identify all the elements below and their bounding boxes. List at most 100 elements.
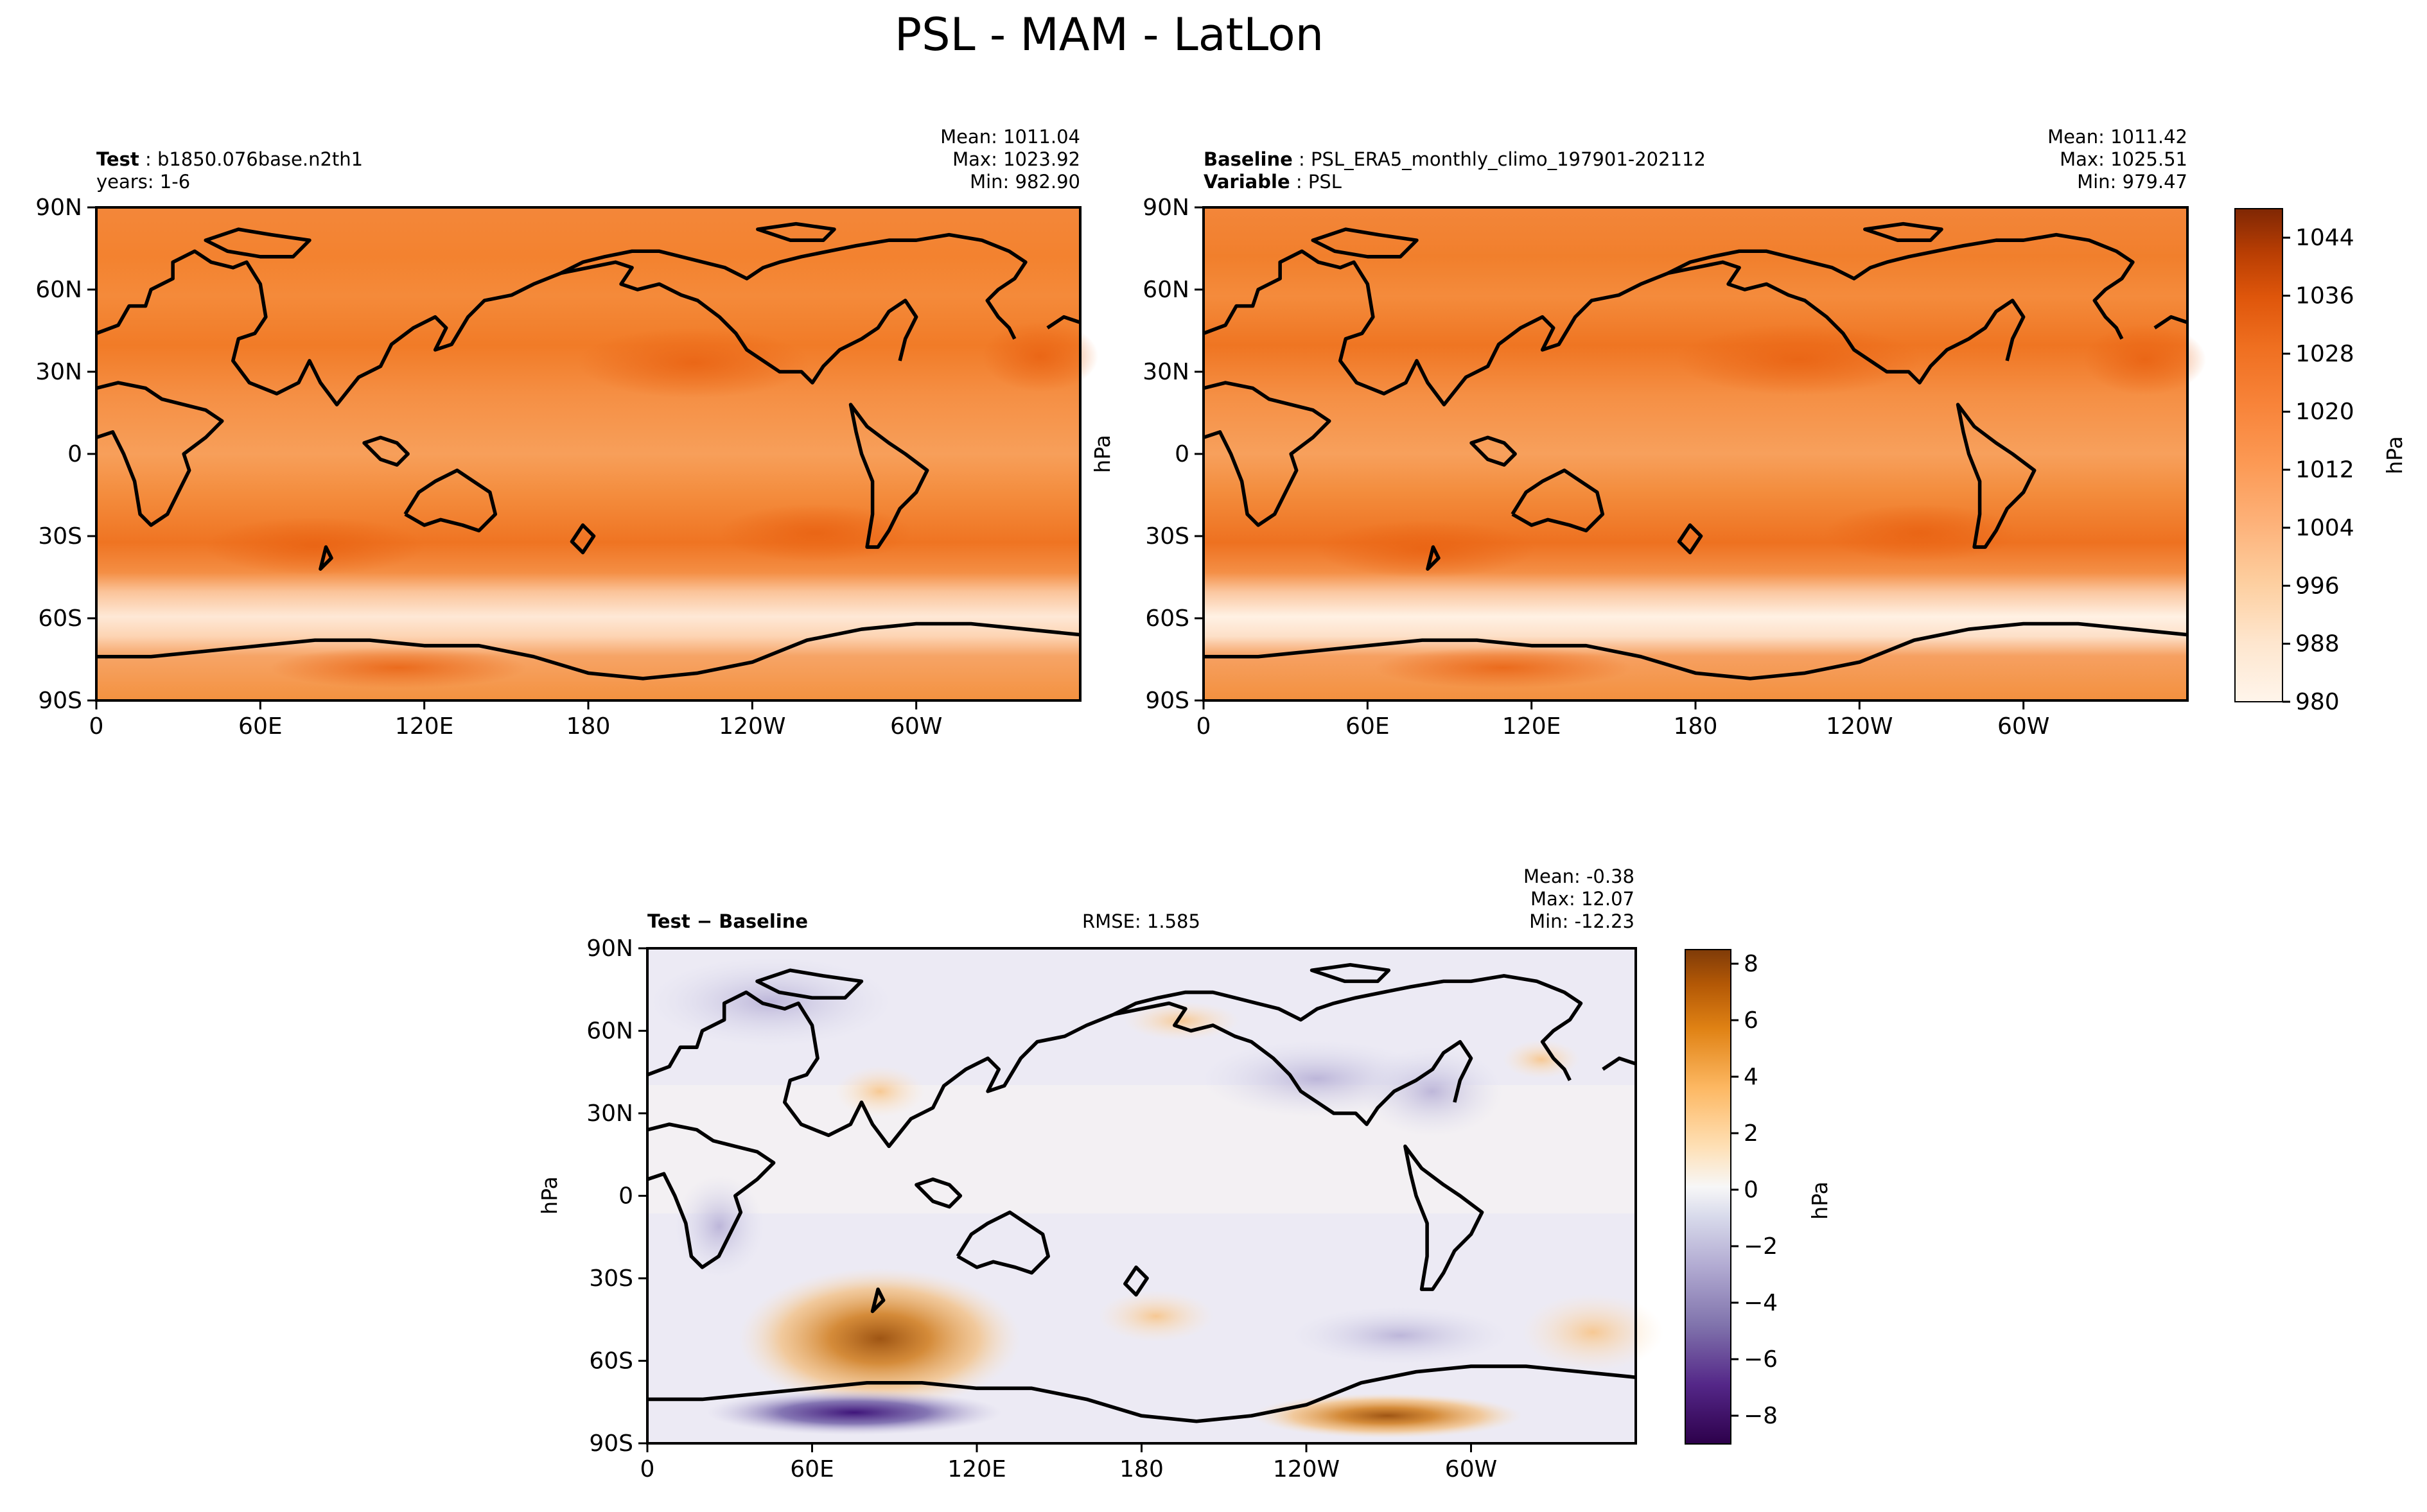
colorbar-tick-label: −4 bbox=[1744, 1290, 1778, 1316]
baseline-high-npac bbox=[1676, 324, 1920, 395]
baseline-field bbox=[1204, 207, 2187, 700]
lat-tick-label: 0 bbox=[618, 1183, 633, 1210]
diff-colorbar-fill bbox=[1685, 950, 1731, 1444]
test-high-sio bbox=[206, 517, 424, 575]
diff-warm-sio bbox=[739, 1268, 1021, 1409]
colorbar-tick-label: −2 bbox=[1744, 1233, 1778, 1260]
lat-tick-label: 90S bbox=[1145, 688, 1189, 714]
diff-purple-africa bbox=[674, 1175, 764, 1278]
difference-panel: Mean: -0.38 Max: 12.07 Min: -12.23 Test … bbox=[537, 865, 1832, 1482]
lat-tick-label: 90N bbox=[35, 195, 82, 221]
test-high-spac bbox=[719, 504, 912, 562]
colorbar-tick-label: 0 bbox=[1744, 1177, 1758, 1203]
diff-warm-npac bbox=[1124, 1002, 1240, 1040]
test-label-case: b1850.076base.n2th1 bbox=[157, 148, 363, 170]
colorbar-tick-label: 996 bbox=[2295, 573, 2340, 599]
baseline-map bbox=[1202, 206, 2206, 702]
diff-purple-nam bbox=[1362, 1047, 1503, 1136]
lon-tick-label: 120W bbox=[1826, 713, 1893, 740]
diff-colorbar-label: hPa bbox=[1807, 1181, 1832, 1220]
baseline-high-spac bbox=[1824, 504, 2017, 562]
baseline-variable-bold: Variable bbox=[1204, 171, 1290, 193]
lon-tick-label: 60E bbox=[1345, 713, 1390, 740]
test-stat-mean: Mean: 1011.04 bbox=[940, 126, 1080, 148]
test-panel: Mean: 1011.04 Max: 1023.92 Min: 982.90 T… bbox=[35, 126, 1115, 740]
baseline-high-ant bbox=[1374, 647, 1631, 688]
lat-tick-label: 90S bbox=[38, 688, 82, 714]
diff-warm-satl bbox=[1522, 1294, 1663, 1371]
lon-tick-label: 180 bbox=[1674, 713, 1718, 740]
lon-tick-label: 120E bbox=[1502, 713, 1561, 740]
lon-tick-label: 60W bbox=[890, 713, 942, 740]
lon-tick-label: 180 bbox=[566, 713, 611, 740]
diff-deep-purple-antarctic bbox=[706, 1390, 1002, 1435]
lat-tick-label: 0 bbox=[1175, 441, 1189, 467]
lat-tick-label: 90N bbox=[1143, 195, 1189, 221]
diff-stat-max: Max: 12.07 bbox=[1530, 888, 1634, 910]
baseline-colorbar-label: hPa bbox=[2382, 436, 2407, 474]
baseline-colorbar-frame bbox=[2234, 208, 2283, 702]
baseline-lat-axis: 90N 60N 30N 0 30S 60S 90S bbox=[1143, 195, 1204, 714]
test-field bbox=[96, 207, 1080, 700]
colorbar-tick-label: 1012 bbox=[2295, 457, 2354, 483]
lon-tick-label: 0 bbox=[640, 1456, 655, 1482]
diff-warm-natl bbox=[1503, 1040, 1580, 1079]
difference-map bbox=[646, 947, 1663, 1445]
diff-lon-axis: 0 60E 120E 180 120W 60W bbox=[640, 1443, 1497, 1482]
colorbar-tick-label: 8 bbox=[1744, 951, 1758, 977]
lon-tick-label: 0 bbox=[1196, 713, 1211, 740]
lat-tick-label: 30N bbox=[35, 359, 82, 385]
lon-tick-label: 60E bbox=[790, 1456, 834, 1482]
baseline-variable-name: PSL bbox=[1308, 171, 1342, 193]
lat-tick-label: 60S bbox=[38, 605, 82, 632]
colorbar-tick-label: 1036 bbox=[2295, 283, 2354, 309]
colorbar-tick-label: 1020 bbox=[2295, 399, 2354, 425]
colorbar-tick-label: 988 bbox=[2295, 631, 2340, 657]
diff-colorbar-frame bbox=[1685, 949, 1731, 1445]
lat-tick-label: 90S bbox=[589, 1430, 633, 1457]
lat-tick-label: 60N bbox=[586, 1018, 633, 1045]
baseline-stat-max: Max: 1025.51 bbox=[2060, 148, 2187, 170]
lon-tick-label: 60W bbox=[1445, 1456, 1497, 1482]
colorbar-tick-label: 980 bbox=[2295, 689, 2340, 715]
colorbar-tick-label: 1028 bbox=[2295, 341, 2354, 367]
diff-warm-spac bbox=[1098, 1290, 1214, 1342]
lat-tick-label: 60S bbox=[589, 1348, 633, 1375]
test-map bbox=[95, 206, 1098, 702]
test-high-natl bbox=[983, 321, 1098, 392]
baseline-lon-axis: 0 60E 120E 180 120W 60W bbox=[1196, 700, 2049, 740]
diff-rmse: RMSE: 1.585 bbox=[1082, 910, 1200, 932]
lat-tick-label: 30S bbox=[1145, 523, 1189, 550]
lat-tick-label: 90N bbox=[586, 935, 633, 962]
baseline-stat-mean: Mean: 1011.42 bbox=[2047, 126, 2187, 148]
test-high-ant bbox=[270, 647, 527, 688]
baseline-colorbar: 1044 1036 1028 1020 1012 1004 996 988 980 hPa bbox=[2234, 208, 2407, 715]
lat-tick-label: 60S bbox=[1145, 605, 1189, 632]
test-lon-axis: 0 60E 120E 180 120W 60W bbox=[89, 700, 942, 740]
colorbar-tick-label: 1044 bbox=[2295, 225, 2354, 251]
baseline-stat-min: Min: 979.47 bbox=[2077, 171, 2187, 193]
baseline-label-source: PSL_ERA5_monthly_climo_197901-202112 bbox=[1311, 148, 1706, 170]
baseline-high-natl bbox=[2084, 324, 2206, 395]
diff-warm-tibet bbox=[835, 1066, 925, 1117]
test-stat-min: Min: 982.90 bbox=[970, 171, 1080, 193]
difference-colorbar: 8 6 4 2 0 −2 −4 −6 −8 hPa bbox=[1685, 949, 1832, 1445]
baseline-panel: Mean: 1011.42 Max: 1025.51 Min: 979.47 B… bbox=[1143, 126, 2407, 740]
diff-lat-axis: 90N 60N 30N 0 30S 60S 90S bbox=[586, 935, 647, 1457]
diff-purple-spac bbox=[1291, 1307, 1509, 1364]
baseline-variable-sep: : bbox=[1290, 171, 1308, 193]
lat-tick-label: 60N bbox=[35, 277, 82, 303]
baseline-high-sio bbox=[1317, 520, 1535, 578]
lon-tick-label: 120E bbox=[947, 1456, 1006, 1482]
colorbar-tick-label: −6 bbox=[1744, 1346, 1778, 1373]
diff-stat-min: Min: -12.23 bbox=[1529, 910, 1634, 932]
baseline-label: Baseline : PSL_ERA5_monthly_climo_197901… bbox=[1204, 148, 1706, 170]
colorbar-tick-label: 4 bbox=[1744, 1064, 1758, 1090]
lon-tick-label: 60W bbox=[1997, 713, 2049, 740]
diff-warm-antarctic bbox=[1252, 1393, 1522, 1438]
diff-stat-mean: Mean: -0.38 bbox=[1523, 865, 1634, 887]
test-label-bold: Test bbox=[96, 148, 139, 170]
colorbar-tick-label: 1004 bbox=[2295, 515, 2354, 541]
test-label-years: years: 1-6 bbox=[96, 171, 190, 193]
